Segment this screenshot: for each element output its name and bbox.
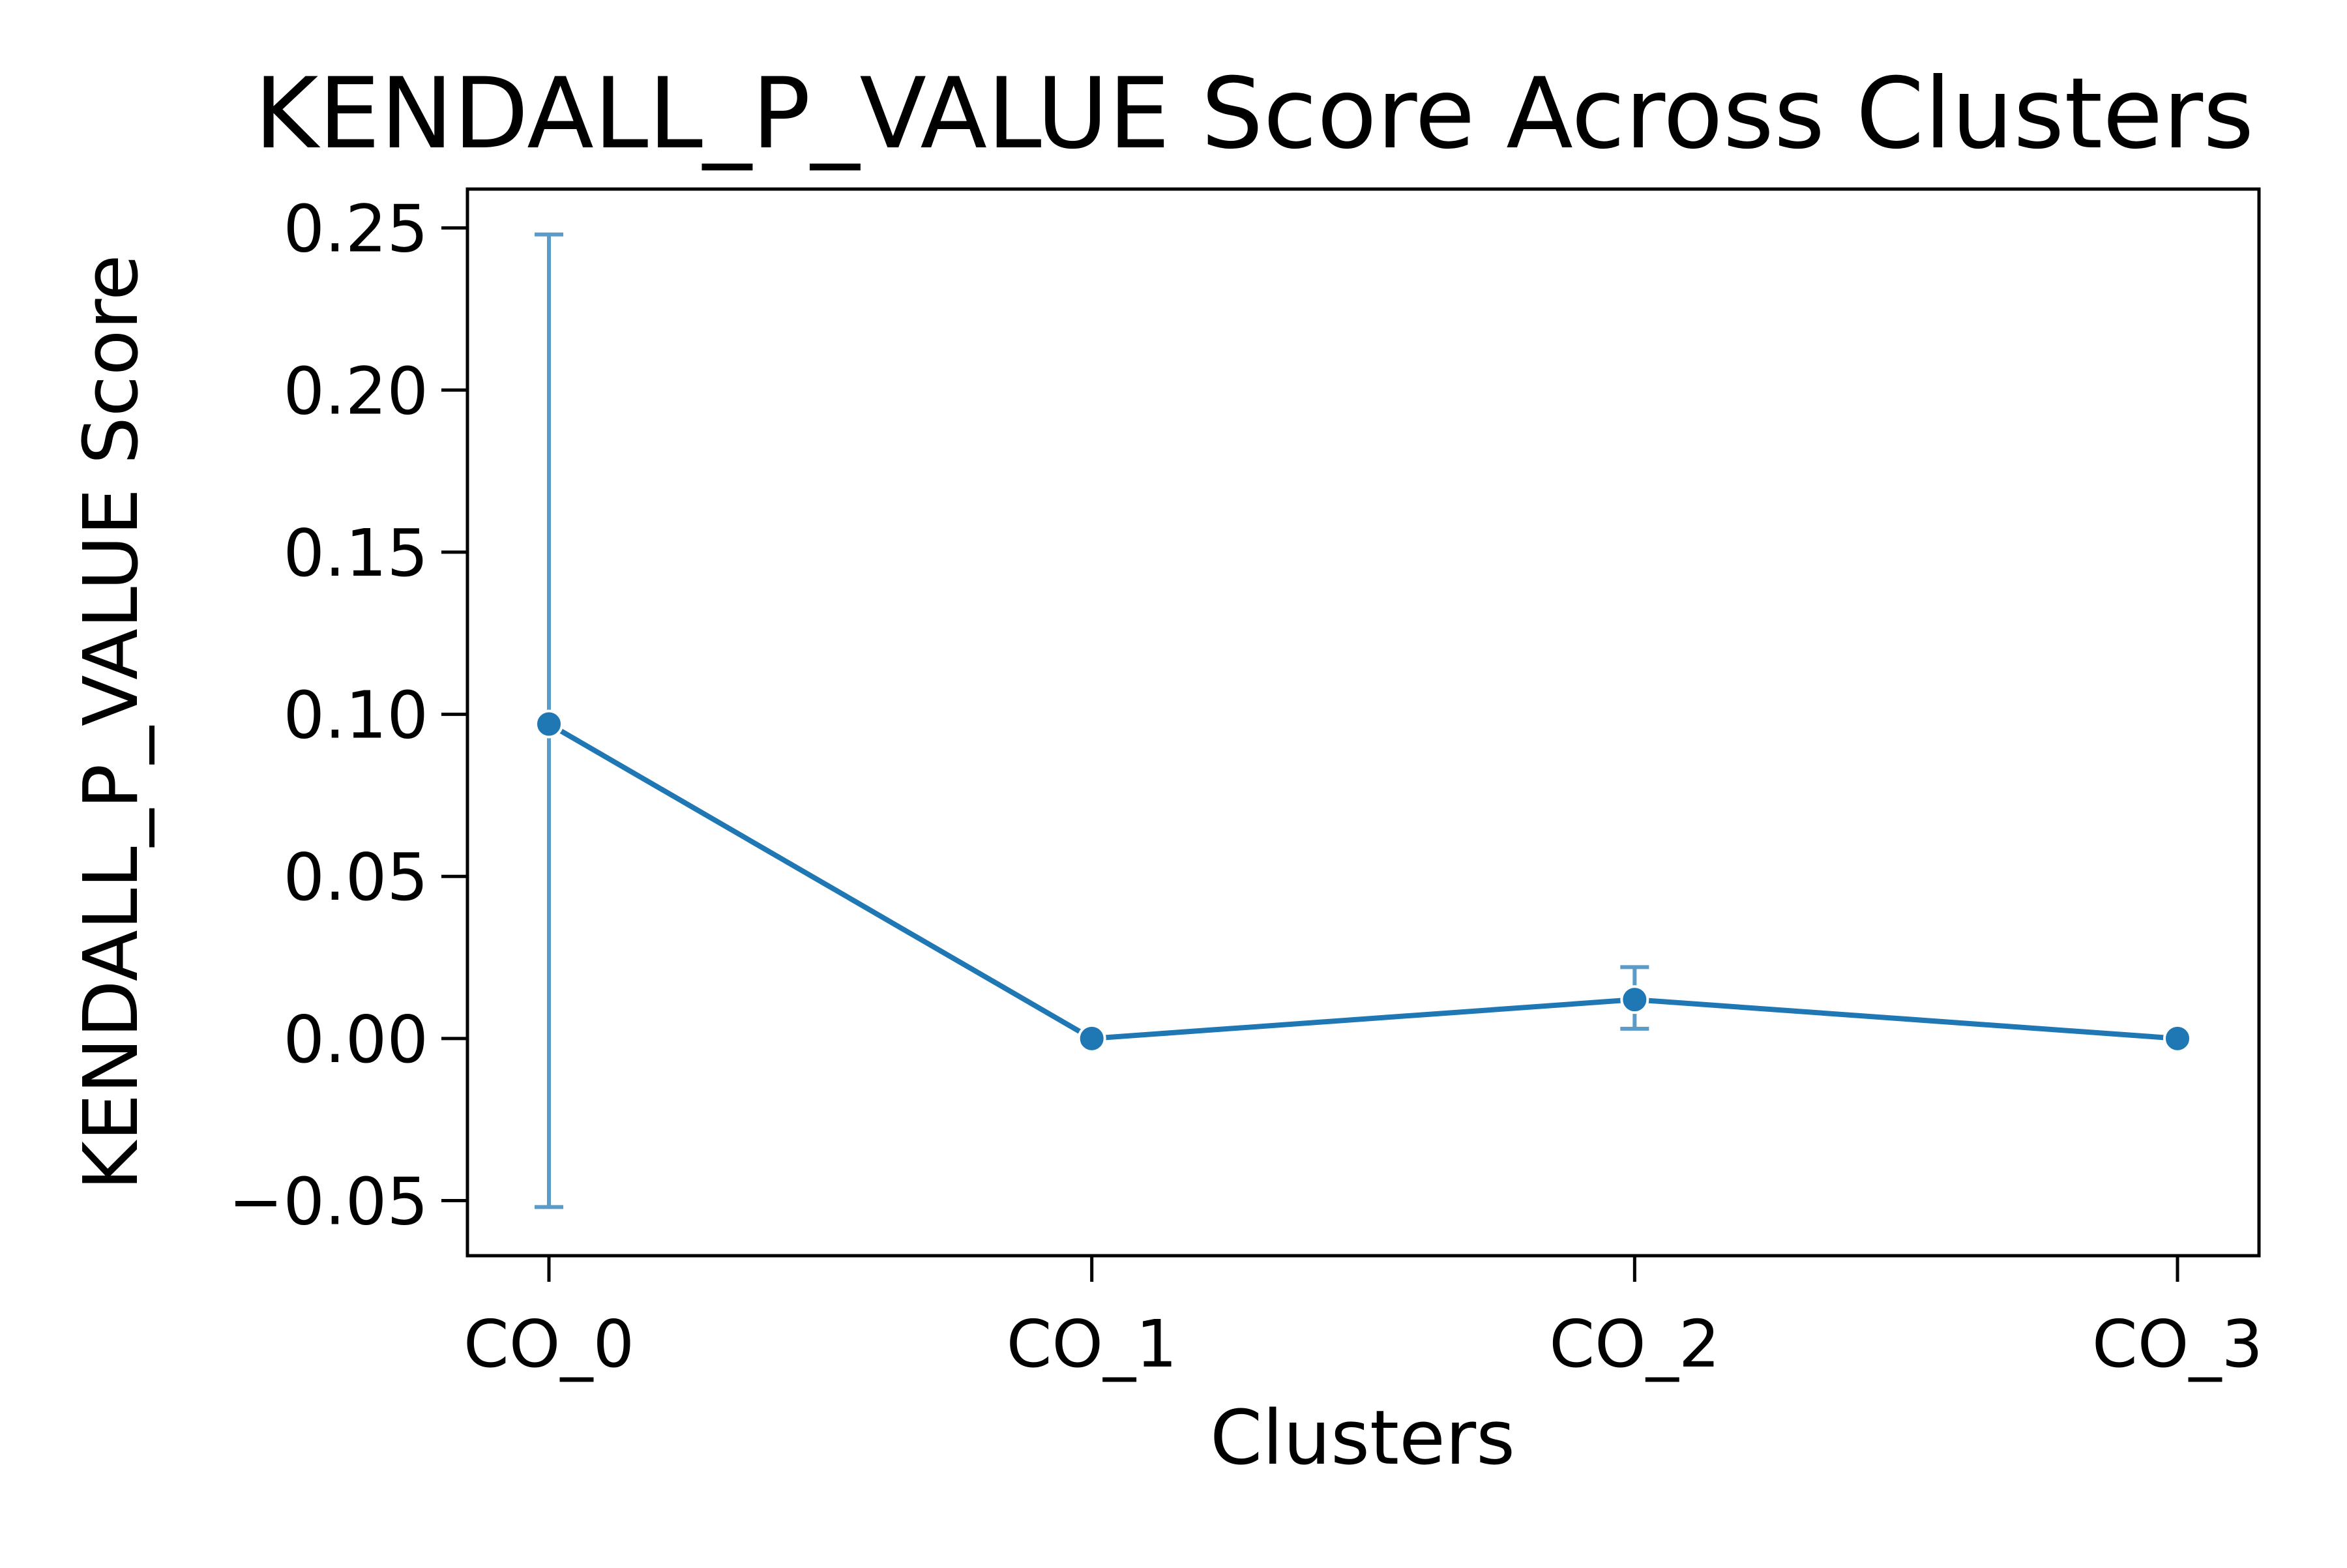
data-point [535, 709, 563, 739]
data-point [1077, 1024, 1106, 1053]
x-tick-label: CO_1 [1007, 1306, 1177, 1382]
error-bars [535, 232, 1649, 1209]
y-axis-label: KENDALL_P_VALUE Score [68, 254, 155, 1191]
y-axis-ticks: −0.05 0.00 0.05 0.10 0.15 0.20 0.25 [229, 191, 467, 1239]
y-tick-label: 0.25 [283, 191, 428, 267]
chart-title: KENDALL_P_VALUE Score Across Clusters [254, 57, 2254, 171]
series-line [547, 722, 2178, 1041]
x-tick-label: CO_3 [2092, 1306, 2263, 1382]
series-layer [535, 709, 2192, 1053]
x-axis-ticks: CO_0 CO_1 CO_2 CO_3 [464, 1256, 2263, 1382]
plot-area-frame [465, 187, 2261, 1258]
y-tick-label: 0.10 [283, 677, 428, 754]
y-tick-label: 0.05 [283, 839, 428, 915]
x-axis-label: Clusters [1210, 1395, 1515, 1482]
y-tick-label: 0.20 [283, 353, 428, 429]
y-tick-label: −0.05 [229, 1163, 428, 1239]
data-point [2163, 1024, 2192, 1053]
x-tick-label: CO_2 [1549, 1306, 1720, 1382]
x-tick-label: CO_0 [464, 1306, 634, 1382]
data-point [1620, 985, 1649, 1014]
y-tick-label: 0.15 [283, 515, 428, 591]
y-tick-label: 0.00 [283, 1001, 428, 1078]
